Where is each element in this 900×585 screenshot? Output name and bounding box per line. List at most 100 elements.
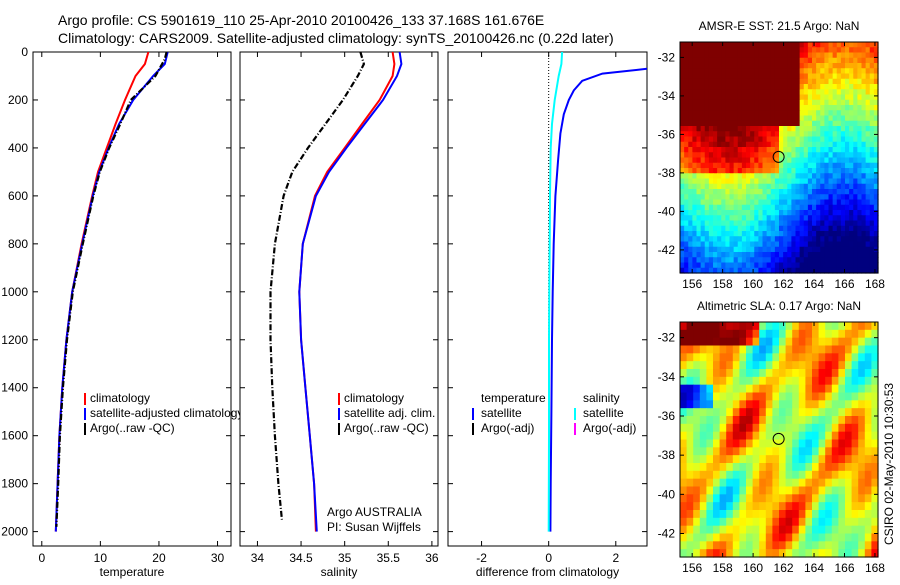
x-tick-label: 160: [743, 561, 763, 575]
y-tick-label: -32: [658, 50, 676, 64]
sla-map-frame: [679, 321, 879, 558]
sst-map-image: [680, 42, 879, 274]
legend-swatch: [574, 408, 576, 420]
x-tick-label: -2: [476, 551, 487, 565]
series-line-temperature-satellite: [549, 67, 647, 532]
figure-title-line-2: Climatology: CARS2009. Satellite-adjuste…: [58, 30, 614, 46]
y-tick-label: 0: [21, 45, 28, 59]
legend-header: salinity: [583, 391, 620, 405]
x-tick-label: 168: [865, 277, 885, 291]
x-tick-label: 156: [682, 561, 702, 575]
x-tick-label: 2: [612, 551, 619, 565]
x-tick-label: 164: [804, 277, 824, 291]
y-tick-label: 1400: [1, 381, 28, 395]
x-tick-label: 166: [834, 277, 854, 291]
y-tick-label: -38: [658, 166, 676, 180]
y-tick-label: 400: [8, 141, 28, 155]
legend-swatch: [84, 408, 86, 420]
x-tick-label: 166: [834, 561, 854, 575]
sst-map-frame: [679, 41, 879, 274]
y-tick-label: 800: [8, 237, 28, 251]
sst-map-title: AMSR-E SST: 21.5 Argo: NaN: [699, 19, 860, 33]
credit-line-2: PI: Susan Wijffels: [327, 520, 421, 534]
y-tick-label: -40: [658, 487, 676, 501]
x-tick-label: 164: [804, 561, 824, 575]
difference-axes-frame: [447, 51, 648, 547]
figure-title-line-1: Argo profile: CS 5901619_110 25-Apr-2010…: [58, 12, 544, 28]
series-line-satellite-adj-clim-: [298, 52, 403, 532]
legend-entry: satellite-adjusted climatology: [90, 406, 243, 420]
side-timestamp-label: CSIRO 02-May-2010 10:30:53: [882, 383, 896, 545]
salinity-panel: 34 34.5 35 35.5 36 salinity climatologysatelli…: [239, 51, 439, 579]
credit-line-1: Argo AUSTRALIA: [327, 505, 422, 519]
legend-entry: climatology: [90, 391, 150, 405]
legend-swatch: [338, 408, 340, 420]
x-tick-label: 0: [38, 551, 45, 565]
x-tick-label: 20: [152, 551, 166, 565]
y-tick-label: -42: [658, 527, 676, 541]
argo-float-location-marker: [772, 432, 785, 445]
sla-map-image: [680, 322, 879, 558]
legend-entry: climatology: [344, 391, 404, 405]
legend-swatch: [84, 393, 86, 405]
legend-entry: satellite: [583, 406, 624, 420]
x-tick-label: 158: [713, 277, 733, 291]
x-tick-label: 156: [682, 277, 702, 291]
series-line-argo-raw-qc-: [269, 52, 366, 520]
y-tick-label: 1000: [1, 285, 28, 299]
y-tick-label: 1200: [1, 333, 28, 347]
argo-float-location-marker: [772, 150, 785, 163]
x-tick-label: 168: [865, 561, 885, 575]
series-line-salinity-satellite: [547, 52, 564, 532]
y-tick-label: 200: [8, 93, 28, 107]
y-tick-label: 1800: [1, 477, 28, 491]
x-tick-label: 34: [251, 551, 265, 565]
y-tick-label: -38: [658, 448, 676, 462]
y-tick-label: 600: [8, 189, 28, 203]
legend-entry: Argo(-adj): [481, 421, 534, 435]
x-tick-label: 36: [425, 551, 439, 565]
x-tick-label: 35.5: [377, 551, 401, 565]
x-tick-label: 162: [774, 561, 794, 575]
y-tick-label: -36: [658, 127, 676, 141]
x-tick-label: 10: [94, 551, 108, 565]
sst-map-panel: AMSR-E SST: 21.5 Argo: NaN 156 158 160 162 16…: [658, 19, 886, 291]
temperature-panel: 0 10 20 30 0 200 400 600 800 1000 1200 1400 1600 1800…: [1, 45, 243, 579]
y-tick-label: -40: [658, 204, 676, 218]
legend-swatch: [574, 423, 576, 435]
y-tick-label: -36: [658, 409, 676, 423]
temperature-axes-frame: [32, 51, 232, 547]
temperature-xlabel: temperature: [100, 565, 165, 579]
y-tick-label: -42: [658, 243, 676, 257]
salinity-xlabel: salinity: [321, 565, 358, 579]
x-tick-label: 162: [774, 277, 794, 291]
legend-entry: Argo(-adj): [583, 421, 636, 435]
y-tick-label: -34: [658, 89, 676, 103]
legend-entry: satellite adj. clim.: [344, 406, 435, 420]
x-tick-label: 35: [338, 551, 352, 565]
x-tick-label: 30: [211, 551, 225, 565]
sla-map-title: Altimetric SLA: 0.17 Argo: NaN: [697, 299, 861, 313]
y-tick-label: -32: [658, 331, 676, 345]
x-tick-label: 34.5: [289, 551, 313, 565]
legend-swatch: [84, 423, 86, 435]
legend-entry: Argo(..raw -QC): [344, 421, 429, 435]
legend-swatch: [338, 393, 340, 405]
x-tick-label: 158: [713, 561, 733, 575]
y-tick-label: 1600: [1, 429, 28, 443]
y-tick-label: -34: [658, 370, 676, 384]
legend-swatch: [338, 423, 340, 435]
x-tick-label: 160: [743, 277, 763, 291]
legend-entry: satellite: [481, 406, 522, 420]
series-line-argo-raw-qc-: [55, 52, 168, 527]
y-tick-label: 2000: [1, 525, 28, 539]
difference-xlabel: difference from climatology: [476, 565, 619, 579]
legend-swatch: [472, 408, 474, 420]
legend-entry: Argo(..raw -QC): [90, 421, 175, 435]
legend-swatch: [472, 423, 474, 435]
legend-header: temperature: [481, 391, 546, 405]
salinity-axes-frame: [239, 51, 439, 547]
sla-map-panel: Altimetric SLA: 0.17 Argo: NaN 156 158 160 1…: [658, 299, 886, 575]
